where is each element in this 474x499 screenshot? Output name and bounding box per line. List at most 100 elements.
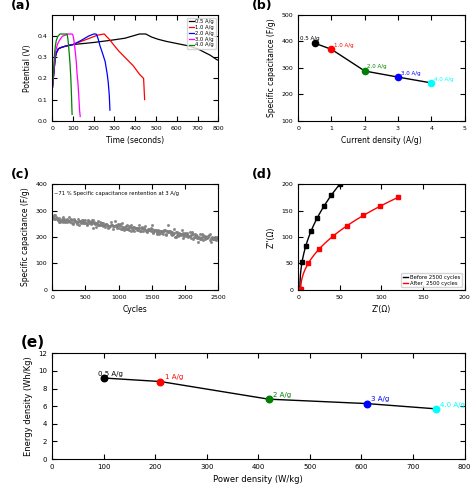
Point xyxy=(145,226,153,234)
Point xyxy=(103,222,111,230)
Point xyxy=(109,221,116,229)
0.5 A/g xyxy=(49,88,55,94)
Point xyxy=(141,222,149,230)
Point xyxy=(201,233,209,241)
Point xyxy=(197,234,205,242)
Point xyxy=(150,226,158,234)
Point xyxy=(167,228,174,236)
Point xyxy=(136,224,143,232)
Point xyxy=(181,232,188,240)
Point xyxy=(105,222,113,230)
1.0 A/g xyxy=(107,36,112,42)
3.0 A/g xyxy=(73,50,78,56)
Point xyxy=(99,220,106,228)
3.0 A/g xyxy=(70,32,76,38)
Point xyxy=(109,222,117,230)
Point xyxy=(197,236,204,244)
4.0 A/g xyxy=(65,36,71,42)
4.0 A/g xyxy=(52,50,57,56)
Point xyxy=(188,230,195,238)
3.0 A/g xyxy=(74,71,80,77)
Point xyxy=(72,218,80,226)
Point xyxy=(203,234,210,242)
0.5 A/g xyxy=(65,42,71,48)
Point xyxy=(173,233,180,241)
Point xyxy=(62,217,69,225)
Point xyxy=(185,232,193,240)
2.0 A/g xyxy=(49,88,55,94)
Point xyxy=(63,218,71,226)
Point xyxy=(190,235,197,243)
Point xyxy=(200,231,207,239)
0.5 A/g xyxy=(91,39,97,45)
Point xyxy=(68,216,76,224)
Point xyxy=(213,234,221,242)
Point xyxy=(140,225,148,233)
Point xyxy=(58,217,66,225)
Point xyxy=(85,219,92,227)
Point xyxy=(119,223,127,231)
Text: (e): (e) xyxy=(21,335,46,350)
1.0 A/g xyxy=(55,48,60,54)
Point xyxy=(82,219,90,227)
X-axis label: Power density (W/kg): Power density (W/kg) xyxy=(213,476,303,485)
Point xyxy=(147,227,155,235)
Point xyxy=(123,225,130,233)
Point xyxy=(94,217,101,225)
Point xyxy=(129,223,137,231)
2.0 A/g xyxy=(61,44,66,50)
Point xyxy=(127,222,134,230)
Point xyxy=(186,228,194,236)
0.5 A/g xyxy=(203,50,209,56)
2.0 A/g xyxy=(107,107,113,113)
Point xyxy=(73,219,81,227)
Point xyxy=(192,231,200,239)
Point xyxy=(131,224,138,232)
3.0 A/g xyxy=(72,42,77,48)
Point xyxy=(154,230,161,238)
Point xyxy=(67,215,75,223)
Point xyxy=(77,218,84,226)
2.0 A/g xyxy=(70,41,76,47)
Point xyxy=(432,405,440,413)
Point xyxy=(57,216,64,224)
Point xyxy=(172,228,179,236)
Point xyxy=(167,230,175,238)
Point xyxy=(56,218,64,226)
Point xyxy=(87,218,95,226)
Point xyxy=(78,217,85,225)
Point xyxy=(90,218,98,226)
Point xyxy=(107,221,114,229)
Point xyxy=(97,220,104,228)
Point xyxy=(94,221,102,229)
Point xyxy=(129,227,137,235)
Point xyxy=(59,213,67,221)
Point xyxy=(187,231,194,239)
Point xyxy=(117,222,125,230)
4.0 A/g xyxy=(67,60,73,66)
X-axis label: Current density (A/g): Current density (A/g) xyxy=(341,136,422,145)
3.0 A/g xyxy=(75,80,81,86)
3.0 A/g xyxy=(77,107,82,113)
Point xyxy=(163,228,171,236)
Point xyxy=(93,220,100,228)
Point xyxy=(110,222,118,230)
Text: (c): (c) xyxy=(10,168,30,181)
Point xyxy=(92,223,100,231)
Point xyxy=(192,231,200,239)
Point xyxy=(328,45,335,53)
Point xyxy=(150,229,157,237)
Point xyxy=(58,215,65,223)
Point xyxy=(70,217,78,225)
After  2500 cycles xyxy=(309,255,314,261)
0.5 A/g xyxy=(143,31,148,37)
4.0 A/g xyxy=(64,31,70,37)
Point xyxy=(133,226,140,234)
Point xyxy=(55,216,62,224)
Y-axis label: Specific capacitance (F/g): Specific capacitance (F/g) xyxy=(267,18,276,117)
Point xyxy=(86,218,94,226)
Point xyxy=(61,218,69,226)
Point xyxy=(141,224,148,232)
Line: 3.0 A/g: 3.0 A/g xyxy=(52,34,80,116)
Point xyxy=(84,217,91,225)
